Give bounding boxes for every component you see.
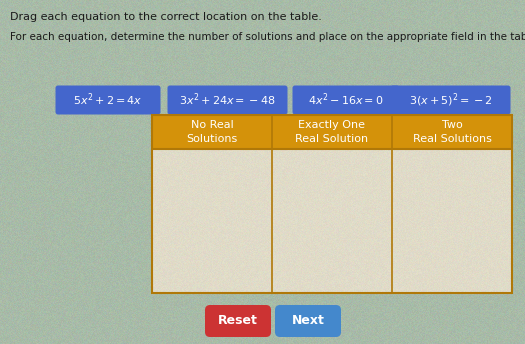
Text: Drag each equation to the correct location on the table.: Drag each equation to the correct locati… (10, 12, 322, 22)
Bar (152, 115, 512, 149)
FancyBboxPatch shape (275, 305, 341, 337)
Text: For each equation, determine the number of solutions and place on the appropriat: For each equation, determine the number … (10, 32, 525, 42)
FancyBboxPatch shape (391, 86, 510, 115)
FancyBboxPatch shape (292, 86, 400, 115)
Text: $3x^2 + 24x = -48$: $3x^2 + 24x = -48$ (179, 92, 276, 108)
Text: Reset: Reset (218, 314, 258, 327)
Text: $4x^2 - 16x = 0$: $4x^2 - 16x = 0$ (308, 92, 384, 108)
Text: No Real
Solutions: No Real Solutions (186, 120, 238, 143)
Text: $3(x + 5)^2 = -2$: $3(x + 5)^2 = -2$ (408, 91, 492, 109)
FancyBboxPatch shape (56, 86, 161, 115)
FancyBboxPatch shape (167, 86, 288, 115)
Text: Two
Real Solutions: Two Real Solutions (413, 120, 491, 143)
Text: Exactly One
Real Solution: Exactly One Real Solution (296, 120, 369, 143)
FancyBboxPatch shape (205, 305, 271, 337)
Text: $5x^2 + 2 = 4x$: $5x^2 + 2 = 4x$ (73, 92, 143, 108)
Bar (152, 115, 512, 293)
Text: Next: Next (291, 314, 324, 327)
